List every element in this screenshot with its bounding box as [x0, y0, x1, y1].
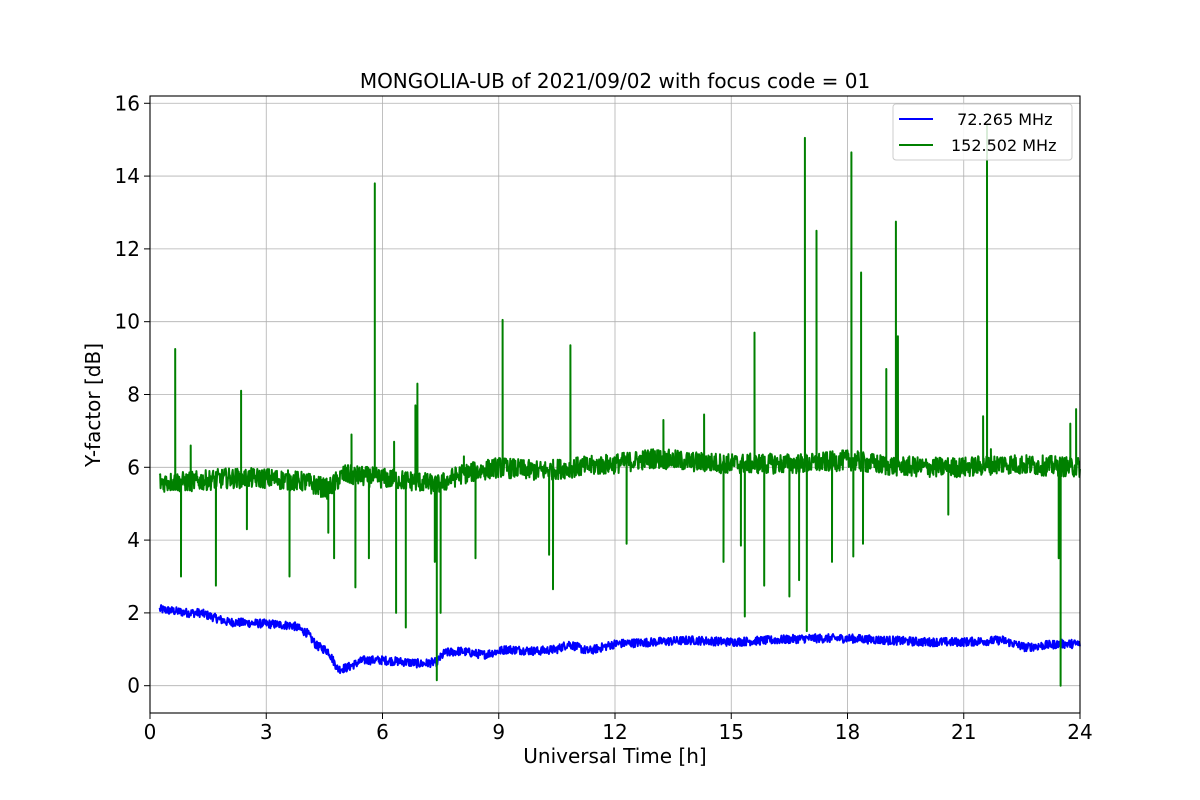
y-tick-label: 0 — [127, 674, 140, 698]
x-tick-label: 12 — [602, 720, 627, 744]
chart-title: MONGOLIA-UB of 2021/09/02 with focus cod… — [360, 69, 870, 93]
x-tick-label: 21 — [951, 720, 976, 744]
y-tick-label: 10 — [115, 310, 140, 334]
x-tick-label: 9 — [492, 720, 505, 744]
x-tick-label: 3 — [260, 720, 273, 744]
x-tick-label: 0 — [144, 720, 157, 744]
x-tick-label: 6 — [376, 720, 389, 744]
legend: 72.265 MHz 152.502 MHz — [892, 103, 1073, 161]
y-tick-label: 4 — [127, 528, 140, 552]
y-tick-label: 12 — [115, 237, 140, 261]
legend-label-72mhz: 72.265 MHz — [947, 110, 1052, 129]
y-tick-label: 14 — [115, 164, 140, 188]
legend-box — [892, 103, 1073, 161]
series-line-72mhz — [158, 604, 1081, 675]
y-axis-label: Y-factor [dB] — [81, 343, 105, 468]
y-tick-label: 6 — [127, 455, 140, 479]
series-line-152mhz — [158, 124, 1081, 687]
x-axis: 0 3 6 9 12 15 18 21 24 — [144, 713, 1093, 744]
x-tick-label: 15 — [719, 720, 744, 744]
x-axis-label: Universal Time [h] — [523, 744, 706, 768]
legend-label-152mhz: 152.502 MHz — [951, 136, 1056, 155]
y-axis: 0 2 4 6 8 10 12 14 16 — [115, 91, 150, 698]
y-tick-label: 2 — [127, 601, 140, 625]
grid-lines — [149, 96, 1081, 713]
x-tick-label: 24 — [1067, 720, 1092, 744]
y-tick-label: 16 — [115, 91, 140, 115]
y-tick-label: 8 — [127, 382, 140, 406]
x-tick-label: 18 — [835, 720, 860, 744]
series-layer — [158, 124, 1081, 687]
